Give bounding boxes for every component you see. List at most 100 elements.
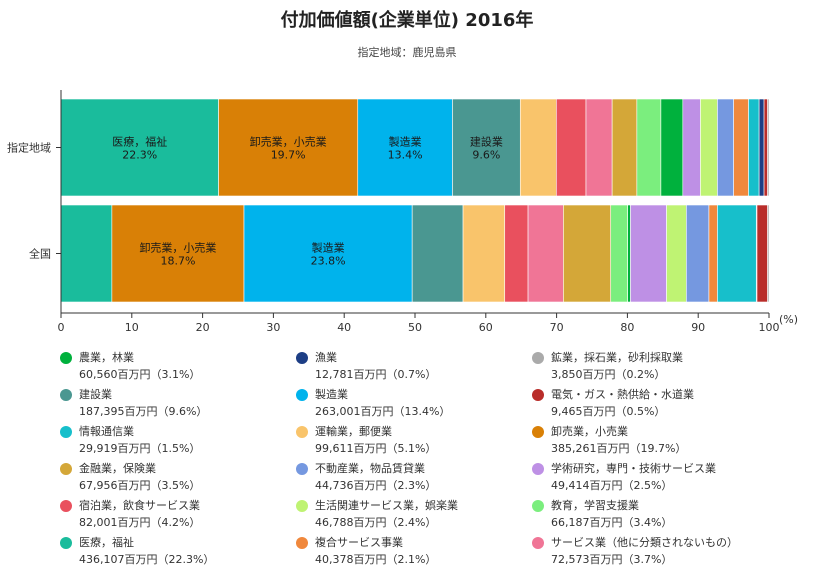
x-tick-label: 30 <box>266 321 280 334</box>
legend-marker-icon <box>532 537 544 549</box>
legend-value: 46,788百万円（2.4%） <box>315 516 437 529</box>
legend-label: 卸売業，小売業 <box>551 425 628 438</box>
legend-label: サービス業（他に分類されないもの） <box>551 536 738 549</box>
legend-item[interactable]: 複合サービス事業 40,378百万円（2.1%） <box>296 534 536 570</box>
legend-label: 宿泊業，飲食サービス業 <box>79 499 200 512</box>
data-label: 18.7% <box>160 255 195 268</box>
data-label: 23.8% <box>311 255 346 268</box>
bar-segment <box>610 204 628 303</box>
data-label: 19.7% <box>271 149 306 162</box>
x-tick-label: 90 <box>691 321 705 334</box>
x-tick-label: 0 <box>58 321 65 334</box>
legend-value: 82,001百万円（4.2%） <box>79 516 201 529</box>
legend-label: 医療，福祉 <box>79 536 134 549</box>
data-label: 22.3% <box>122 149 157 162</box>
bar-segment <box>563 204 612 303</box>
bar-segment <box>611 98 638 197</box>
x-axis-unit: (%) <box>779 313 798 326</box>
legend-value: 72,573百万円（3.7%） <box>551 553 673 566</box>
legend-item[interactable]: 漁業 12,781百万円（0.7%） <box>296 349 536 385</box>
bar-segment <box>767 98 770 197</box>
legend-item[interactable]: 製造業 263,001百万円（13.4%） <box>296 386 536 422</box>
legend-value: 99,611百万円（5.1%） <box>315 442 437 455</box>
x-tick-label: 40 <box>337 321 351 334</box>
legend-item[interactable]: 運輸業，郵便業 99,611百万円（5.1%） <box>296 423 536 459</box>
legend-value: 40,378百万円（2.1%） <box>315 553 437 566</box>
legend-value: 436,107百万円（22.3%） <box>79 553 215 566</box>
bar-segment <box>627 204 631 303</box>
legend-label: 不動産業，物品賃貸業 <box>315 462 425 475</box>
legend-marker-icon <box>296 500 308 512</box>
data-label: 製造業 <box>389 135 422 149</box>
bar-segment <box>519 98 557 197</box>
legend-label: 電気・ガス・熱供給・水道業 <box>551 388 694 401</box>
legend-item[interactable]: 不動産業，物品賃貸業 44,736百万円（2.3%） <box>296 460 536 496</box>
bar-segment <box>666 204 687 303</box>
legend-label: 教育，学習支援業 <box>551 499 639 512</box>
bar-segment <box>556 98 587 197</box>
legend-marker-icon <box>296 352 308 364</box>
legend-label: 情報通信業 <box>79 425 134 438</box>
legend-item[interactable]: 建設業 187,395百万円（9.6%） <box>60 386 300 422</box>
data-label: 医療，福祉 <box>112 135 167 149</box>
legend-marker-icon <box>532 352 544 364</box>
bar-segment <box>527 204 564 303</box>
bar-segment <box>717 204 757 303</box>
legend-item[interactable]: 宿泊業，飲食サービス業 82,001百万円（4.2%） <box>60 497 300 533</box>
legend-marker-icon <box>60 537 72 549</box>
bar-segment <box>504 204 529 303</box>
legend-marker-icon <box>296 537 308 549</box>
bar-segment <box>585 98 613 197</box>
legend-marker-icon <box>532 389 544 401</box>
legend-item[interactable]: 鉱業，採石業，砂利採取業 3,850百万円（0.2%） <box>532 349 772 385</box>
legend-item[interactable]: 情報通信業 29,919百万円（1.5%） <box>60 423 300 459</box>
legend-marker-icon <box>296 389 308 401</box>
legend-marker-icon <box>532 463 544 475</box>
bar-segment <box>411 204 464 303</box>
data-label: 製造業 <box>312 241 345 255</box>
legend-item[interactable]: 卸売業，小売業 385,261百万円（19.7%） <box>532 423 772 459</box>
data-label: 建設業 <box>470 135 503 149</box>
legend-label: 複合サービス事業 <box>315 536 403 549</box>
legend-value: 60,560百万円（3.1%） <box>79 368 201 381</box>
bar-segment <box>686 204 710 303</box>
legend-value: 66,187百万円（3.4%） <box>551 516 673 529</box>
legend-item[interactable]: 農業，林業 60,560百万円（3.1%） <box>60 349 300 385</box>
x-tick-label: 20 <box>196 321 210 334</box>
legend-marker-icon <box>532 426 544 438</box>
x-tick-label: 70 <box>550 321 564 334</box>
bar-segment <box>708 204 718 303</box>
legend-item[interactable]: 医療，福祉 436,107百万円（22.3%） <box>60 534 300 570</box>
legend-item[interactable]: 学術研究，専門・技術サービス業 49,414百万円（2.5%） <box>532 460 772 496</box>
legend-value: 12,781百万円（0.7%） <box>315 368 437 381</box>
legend-item[interactable]: サービス業（他に分類されないもの） 72,573百万円（3.7%） <box>532 534 772 570</box>
bar-segment <box>660 98 684 197</box>
legend-item[interactable]: 電気・ガス・熱供給・水道業 9,465百万円（0.5%） <box>532 386 772 422</box>
bar-segment <box>357 98 453 197</box>
stacked-bar-chart: 医療，福祉22.3%卸売業，小売業19.7%製造業13.4%建設業9.6%指定地… <box>7 90 798 334</box>
legend-item[interactable]: 生活関連サービス業，娯楽業 46,788百万円（2.4%） <box>296 497 536 533</box>
bar-segment <box>700 98 718 197</box>
bar-segment <box>462 204 506 303</box>
legend-value: 3,850百万円（0.2%） <box>551 368 666 381</box>
legend-label: 運輸業，郵便業 <box>315 425 392 438</box>
legend-value: 67,956百万円（3.5%） <box>79 479 201 492</box>
legend-marker-icon <box>296 463 308 475</box>
bar-segment <box>636 98 662 197</box>
legend-item[interactable]: 金融業，保険業 67,956百万円（3.5%） <box>60 460 300 496</box>
legend-label: 学術研究，専門・技術サービス業 <box>551 462 716 475</box>
bar-segment <box>243 204 413 303</box>
legend-value: 263,001百万円（13.4%） <box>315 405 451 418</box>
bar-segment <box>60 98 219 197</box>
legend-value: 29,919百万円（1.5%） <box>79 442 201 455</box>
x-tick-label: 60 <box>479 321 493 334</box>
legend-item[interactable]: 教育，学習支援業 66,187百万円（3.4%） <box>532 497 772 533</box>
bar-segment <box>758 98 765 197</box>
legend-marker-icon <box>60 426 72 438</box>
legend-value: 9,465百万円（0.5%） <box>551 405 666 418</box>
chart-title: 付加価値額(企業単位) 2016年 <box>280 10 534 31</box>
bar-segment <box>763 98 768 197</box>
x-tick-label: 80 <box>620 321 634 334</box>
chart-subtitle: 指定地域：鹿児島県 <box>357 46 457 59</box>
legend-label: 製造業 <box>315 388 348 401</box>
